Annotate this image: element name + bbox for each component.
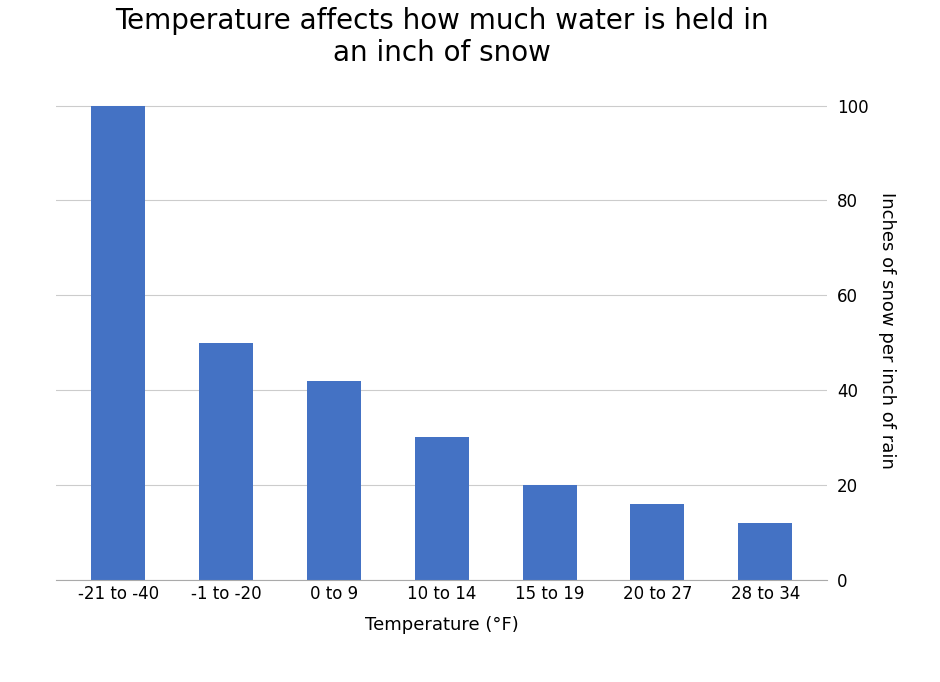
Bar	[199, 342, 253, 580]
Bar	[523, 485, 576, 580]
Title: Temperature affects how much water is held in
an inch of snow: Temperature affects how much water is he…	[115, 7, 769, 67]
Bar	[415, 437, 469, 580]
Bar	[738, 523, 792, 580]
X-axis label: Temperature (°F): Temperature (°F)	[365, 617, 519, 634]
Y-axis label: Inches of snow per inch of rain: Inches of snow per inch of rain	[878, 192, 897, 469]
Bar	[91, 106, 146, 580]
Bar	[307, 381, 361, 580]
Bar	[631, 504, 684, 580]
